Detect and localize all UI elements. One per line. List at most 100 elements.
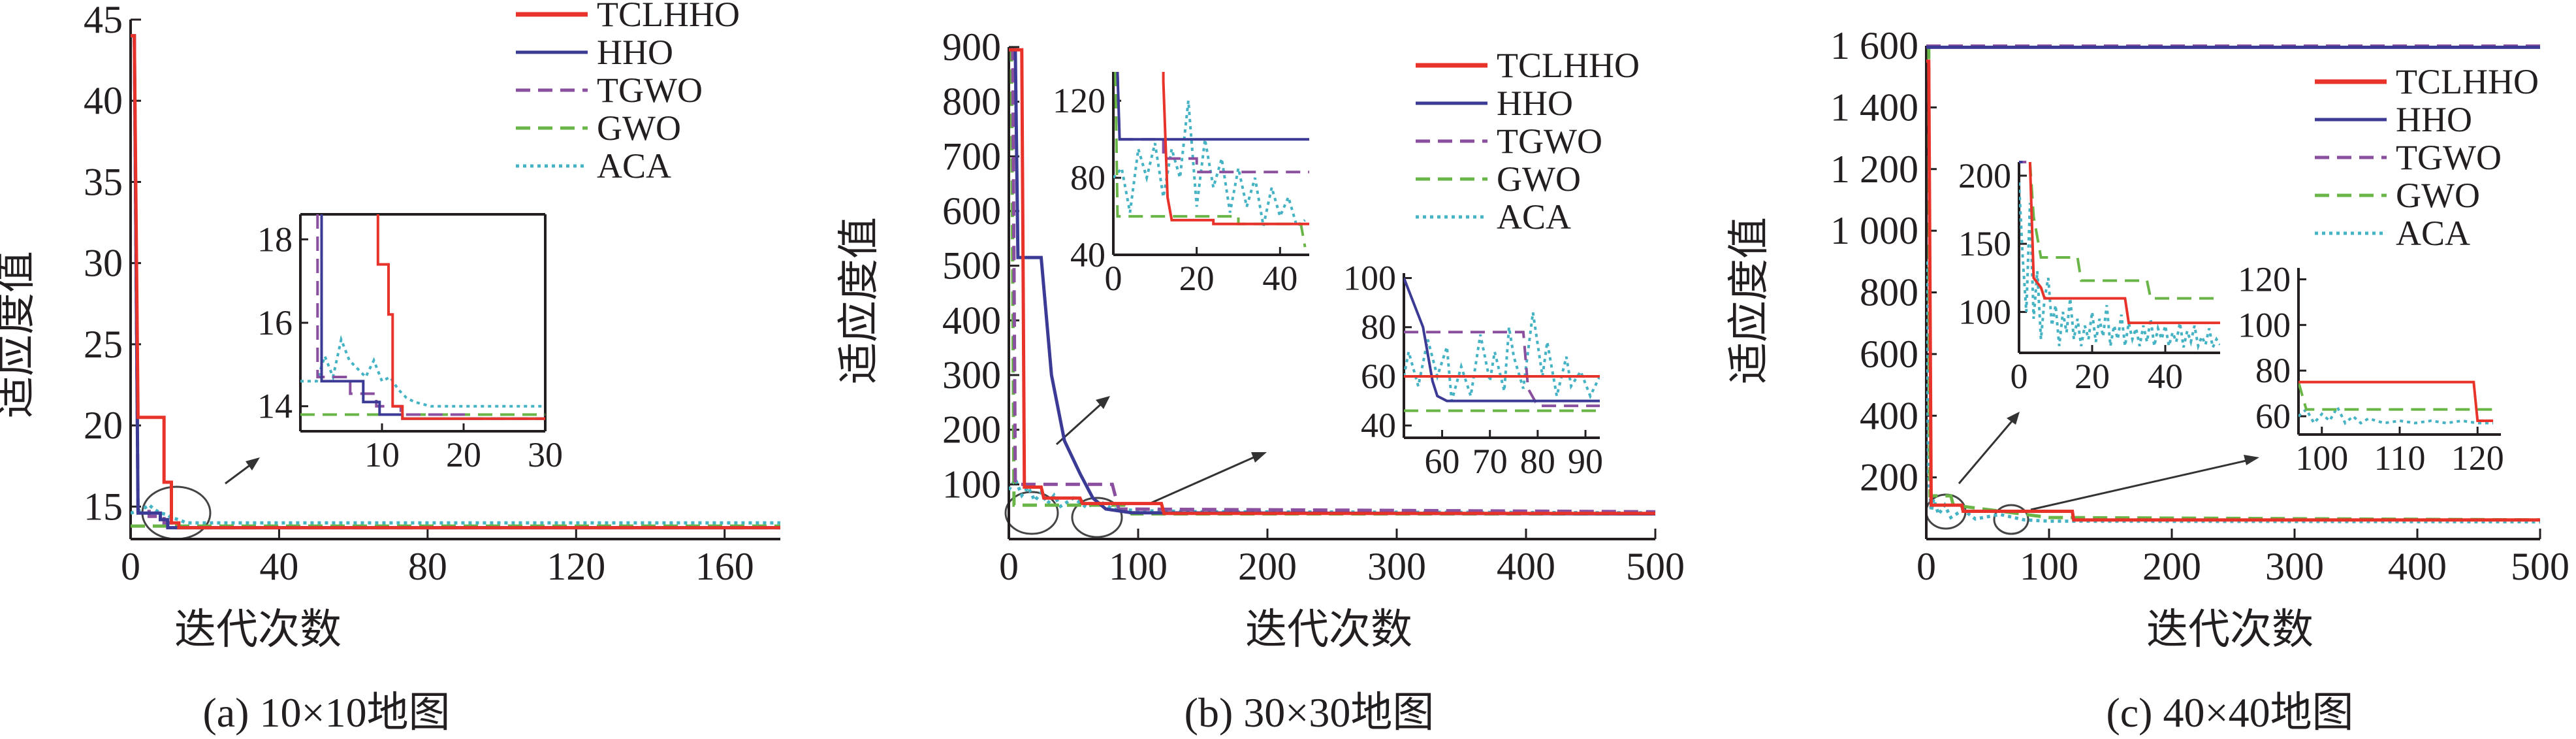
panel-a-inset-ytick-label: 18	[257, 220, 293, 259]
panel-b-xtick-label: 400	[1497, 545, 1555, 588]
panel-a-ytick-label: 40	[84, 79, 123, 122]
panel-b-caption: (b) 30×30地图	[1185, 689, 1435, 736]
panel-b-main-plot: 0 100 200 300 400 500100200300400500600700800…	[942, 25, 1685, 588]
panel-c-series-group	[1926, 44, 2540, 524]
panel-b-inset-1-ytick-label: 40	[1070, 235, 1105, 274]
panel-a-ytick-label: 45	[84, 0, 123, 41]
panel-c-xtick-label: 400	[2388, 545, 2447, 588]
panel-c-inset-1-series-tclhho	[2028, 161, 2220, 325]
panel-c-arrow-2-head	[2244, 455, 2259, 465]
panel-a-series-tclhho	[131, 34, 780, 530]
panel-c-inset-2-series-group	[2298, 380, 2494, 425]
panel-b-zoom-ellipse-1	[1004, 491, 1059, 535]
pa-legend-label-hho: HHO	[597, 33, 673, 72]
panel-c-inset-1-series-aca	[2019, 182, 2220, 352]
pc-legend-label-gwo: GWO	[2396, 176, 2480, 215]
panel-b-inset-2-ytick-label: 60	[1361, 357, 1396, 396]
panel-a-xlabel: 迭代次数	[174, 606, 342, 653]
panel-b-ylabel: 适应度值	[836, 217, 882, 384]
panel-a-series-aca	[131, 502, 780, 525]
panel-c-xtick-label: 500	[2511, 545, 2569, 588]
pb-legend-label-tclhho: TCLHHO	[1497, 46, 1640, 85]
panel-b-inset-2-xtick-label: 70	[1472, 442, 1508, 481]
panel-b-series-group	[1009, 48, 1655, 516]
panel-c-inset-1-xtick-label: 20	[2075, 357, 2110, 396]
panel-c-inset-2-series-tclhho	[2298, 380, 2494, 422]
panel-c-ytick-label: 200	[1860, 456, 1918, 499]
panel-b-inset-1-series-hho	[1116, 71, 1309, 141]
panel-c-ytick-label: 1 400	[1830, 86, 1918, 129]
panel-a-ytick-label: 15	[84, 485, 123, 528]
panel-b-xtick-label: 0	[999, 545, 1019, 588]
panel-b-ytick-label: 200	[942, 408, 1001, 452]
panel-c-xtick-label: 0	[1916, 545, 1936, 588]
pb-legend-label-aca: ACA	[1497, 197, 1571, 237]
panel-a-ytick-label: 20	[84, 404, 123, 447]
panel-c-arrow-1-shaft	[1958, 418, 2016, 484]
pa-legend-label-gwo: GWO	[597, 108, 681, 148]
panel-c: 适应度值 迭代次数 (c) 40×40地图 TCLHHOHHOTGWOGWOAC…	[1726, 62, 2539, 736]
panel-b-inset-2-plot: 60 70 80 90 40 60 80 100	[1343, 259, 1603, 481]
panel-b-ytick-label: 100	[942, 463, 1001, 506]
panel-a-ytick-label: 25	[84, 323, 123, 366]
panel-c-xtick-label: 200	[2142, 545, 2201, 588]
panel-b-inset-1-series-group	[1113, 71, 1309, 248]
panel-b-inset-2-ytick-label: 100	[1343, 259, 1396, 298]
panel-c-inset-2-ytick-label: 120	[2238, 259, 2291, 299]
panel-b-inset-2-series-hho	[1404, 277, 1600, 402]
panel-b-arrow-2-shaft	[1150, 456, 1254, 504]
panel-a-series-group	[131, 34, 780, 530]
panel-b-ytick-label: 300	[942, 353, 1001, 397]
pa-legend-label-tclhho: TCLHHO	[597, 0, 740, 34]
panel-b-zoom-ellipse-2	[1071, 497, 1123, 538]
panel-c-ytick-label: 1 000	[1830, 209, 1918, 252]
panel-b-inset-2-xtick-label: 60	[1425, 442, 1460, 481]
panel-b-inset-2-xtick-label: 90	[1568, 442, 1603, 481]
panel-c-inset-1-series-gwo	[2028, 161, 2220, 300]
panel-b-ytick-label: 400	[942, 299, 1001, 342]
panel-c-inset-1-xtick-label: 40	[2148, 357, 2183, 396]
panel-b-inset-2-xtick-label: 80	[1520, 442, 1555, 481]
panel-c-inset-2-series-aca	[2298, 404, 2494, 425]
panel-b-inset-1-xtick-label: 0	[1105, 259, 1122, 298]
panel-c-series-aca	[1926, 261, 2540, 524]
panel-b-inset-2-bg	[1404, 273, 1600, 438]
panel-c-inset-1-plot: 0 20 40 100 150 200	[1958, 156, 2220, 396]
panel-b-zoom-circles	[1004, 491, 1123, 538]
panel-a-main-plot: 0 40 80 120 160 15 20 25 30 35 40 45	[84, 0, 780, 588]
panel-b-xlabel: 迭代次数	[1245, 606, 1412, 653]
pc-legend-label-hho: HHO	[2396, 100, 2472, 139]
panel-a: 适应度值 迭代次数 (a) 10×10地图 TCLHHOHHOTGWOGWOAC…	[0, 0, 740, 736]
panel-a-inset-ytick-label: 14	[257, 387, 293, 426]
panel-b-inset-2-series-group	[1404, 277, 1600, 412]
panel-b-series-aca	[1009, 475, 1655, 515]
panel-c-inset-2-plot: 100 110 120 60 80 100 120	[2238, 259, 2504, 478]
panel-b-inset-1-series-tclhho	[1162, 72, 1309, 225]
panel-c-series-tclhho	[1926, 59, 2540, 522]
panel-c-inset-2-ytick-label: 60	[2255, 397, 2291, 436]
panel-a-xtick-label: 120	[547, 545, 605, 588]
panel-b-inset-1-ytick-label: 120	[1053, 81, 1105, 120]
panel-b-inset-2-ytick-label: 40	[1361, 406, 1396, 445]
panel-c-inset-1-ytick-label: 200	[1958, 156, 2011, 195]
panel-a-xtick-label: 80	[408, 545, 447, 588]
panel-c-zoom-arrows	[1958, 412, 2259, 511]
panel-c-inset-1-ytick-label: 100	[1958, 292, 2011, 331]
pb-legend-label-tgwo: TGWO	[1497, 122, 1602, 161]
pc-legend-label-tclhho: TCLHHO	[2396, 62, 2539, 101]
panel-c-ytick-label: 1 200	[1830, 148, 1918, 191]
panel-c-inset-2-xtick-label: 100	[2295, 438, 2348, 478]
panel-c-inset-1-bg	[2019, 162, 2220, 353]
panel-a-ytick-label: 30	[84, 242, 123, 285]
panel-b: 适应度值 迭代次数 (b) 30×30地图 TCLHHOHHOTGWOGWOAC…	[836, 46, 1640, 736]
panel-a-inset-ytick-label: 16	[257, 303, 293, 342]
panel-c-inset-1-xtick-label: 0	[2011, 357, 2028, 396]
panel-b-ytick-label: 800	[942, 80, 1001, 123]
panel-a-inset-series-aca	[300, 335, 545, 408]
panel-b-ytick-label: 500	[942, 244, 1001, 287]
pb-legend-label-gwo: GWO	[1497, 159, 1581, 199]
